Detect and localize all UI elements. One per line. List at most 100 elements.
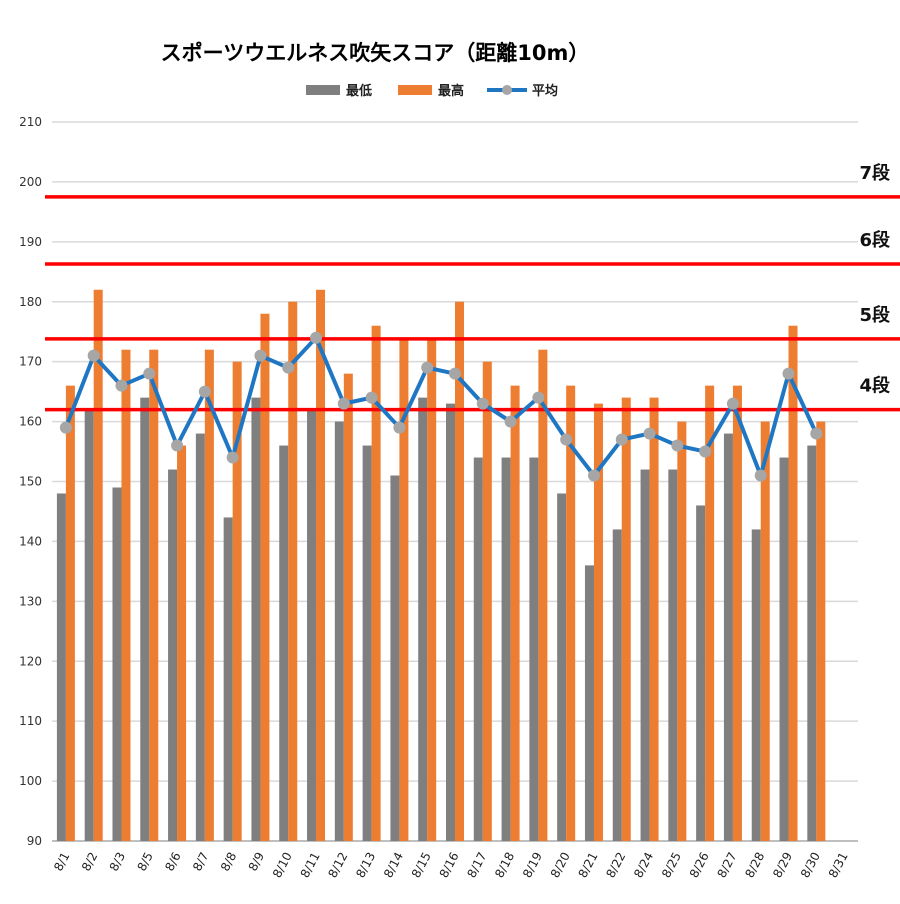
bar-max [316,289,326,841]
bar-max [816,421,826,841]
y-tick-label: 100 [19,774,42,788]
bar-min [612,529,622,841]
bar-max [232,361,242,841]
x-tick-label: 8/16 [437,850,462,880]
bar-max [177,445,187,841]
average-marker [421,361,434,374]
x-axis-ticks: 8/1 8/2 8/3 8/5 8/6 8/7 8/8 8/9 8/10 8/11 8/12 8/13… [51,850,851,880]
bar-max [65,385,75,841]
y-tick-label: 120 [19,654,42,668]
x-tick-label: 8/2 [79,850,100,874]
average-marker [365,391,378,404]
bar-max [538,349,548,841]
bar-max [566,385,576,841]
bar-max [593,403,603,841]
x-tick-label: 8/18 [492,850,517,880]
x-tick-label: 8/1 [51,850,72,874]
bar-max [732,385,742,841]
average-marker [504,415,517,428]
chart-title: スポーツウエルネス吹矢スコア（距離10m） [161,41,590,65]
average-marker [671,439,684,452]
x-tick-label: 8/26 [687,850,712,880]
average-marker [59,421,72,434]
y-tick-label: 170 [19,355,42,369]
x-tick-label: 8/6 [162,850,183,874]
x-tick-label: 8/19 [520,850,545,880]
bar-max [788,325,798,841]
reference-line-label: 7段 [859,162,891,184]
average-marker [560,433,573,446]
x-tick-label: 8/24 [631,850,656,880]
bar-max [705,385,715,841]
y-tick-label: 210 [19,115,42,129]
x-tick-label: 8/9 [246,850,267,874]
reference-line-label: 6段 [859,229,891,251]
average-marker [476,397,489,410]
average-marker [337,397,350,410]
bar-max [677,421,687,841]
bar-min [529,457,539,841]
x-tick-label: 8/30 [798,850,823,880]
y-tick-label: 200 [19,175,42,189]
bar-min [446,403,455,841]
average-marker [699,445,712,458]
legend-swatch-max [398,85,432,95]
x-tick-label: 8/14 [381,850,406,880]
average-marker [198,385,211,398]
legend-label-min: 最低 [346,83,372,99]
bar-max [149,349,159,841]
bar-max [343,373,353,841]
y-tick-label: 190 [19,235,42,249]
bar-min [696,505,706,841]
bar-min [140,397,150,841]
x-tick-label: 8/29 [770,850,795,880]
x-tick-label: 8/25 [659,850,684,880]
legend-swatch-min [306,85,340,95]
bar-min [584,565,594,841]
y-tick-label: 140 [19,534,42,548]
x-tick-label: 8/17 [464,850,489,880]
y-tick-label: 150 [19,475,42,489]
reference-line-label: 5段 [859,304,891,326]
bar-min [779,457,789,841]
average-marker [782,367,795,380]
bar-max [621,397,631,841]
x-tick-label: 8/20 [548,850,573,880]
bar-min [307,409,317,841]
y-tick-label: 90 [27,834,42,848]
y-tick-label: 160 [19,415,42,429]
y-tick-label: 110 [19,714,42,728]
bar-min [640,469,650,841]
average-marker [754,469,767,482]
x-tick-label: 8/21 [576,850,601,880]
average-marker [310,331,323,344]
bar-max [455,301,464,841]
x-tick-label: 8/13 [353,850,378,880]
bar-min [334,421,344,841]
x-tick-label: 8/10 [270,850,295,880]
bar-min [362,445,372,841]
legend-label-max: 最高 [438,83,464,99]
average-marker [643,427,656,440]
bar-max [760,421,770,841]
bar-min [418,397,428,841]
bar-min [84,409,94,841]
bar-max [371,325,381,841]
bar-min [501,457,511,841]
bar-max [93,289,103,841]
bar-max [399,337,409,841]
bar-min [751,529,761,841]
average-marker [254,349,267,362]
legend-label-avg: 平均 [532,83,558,99]
average-marker [143,367,156,380]
bar-max [204,349,214,841]
x-tick-label: 8/22 [603,850,628,880]
average-line [59,331,823,482]
y-tick-label: 180 [19,295,42,309]
average-marker [532,391,545,404]
average-marker [87,349,100,362]
x-tick-label: 8/15 [409,850,434,880]
average-marker [810,427,823,440]
average-marker [282,361,295,374]
